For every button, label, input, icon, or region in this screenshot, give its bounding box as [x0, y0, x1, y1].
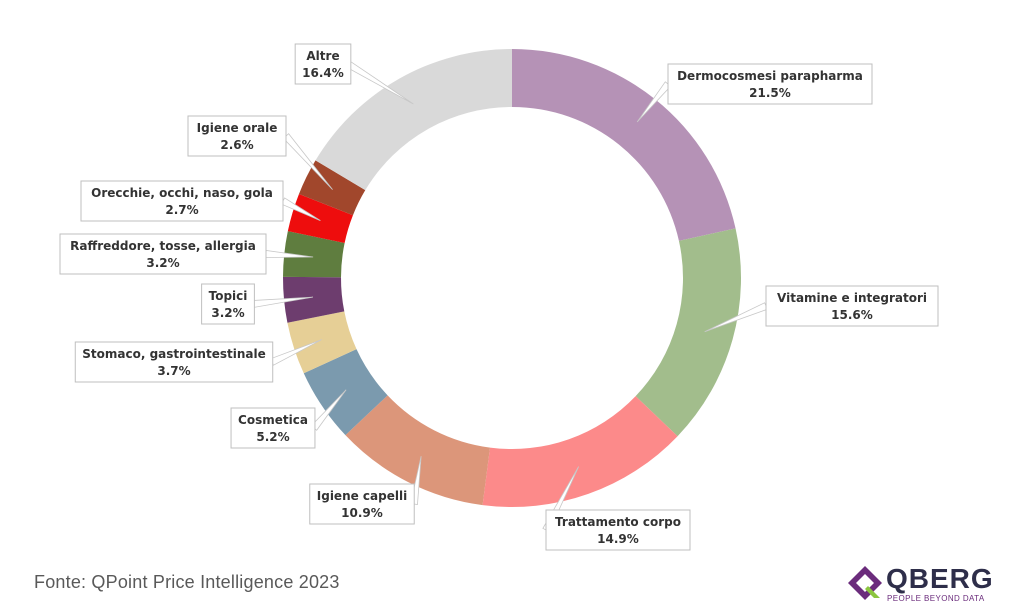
- callout-box-vitamine-e-integratori: [765, 285, 939, 327]
- slice-value-topici: 3.2%: [211, 306, 244, 320]
- slice-value-stomaco-gastrointestinale: 3.7%: [157, 364, 190, 378]
- logo-wordmark: QBERG: [886, 563, 994, 594]
- donut-chart: Dermocosmesi parapharma 21.5% Vitamine e i…: [59, 43, 939, 551]
- callout-box-cosmetica: [230, 407, 316, 449]
- callout-box-topici: [201, 283, 255, 325]
- callout-box-altre: [294, 43, 352, 85]
- slice-label-orecchie-occhi-naso-gola: Orecchie, occhi, naso, gola: [91, 186, 273, 200]
- slice-value-vitamine-e-integratori: 15.6%: [831, 308, 873, 322]
- slice-label-altre: Altre: [306, 49, 339, 63]
- slice-value-trattamento-corpo: 14.9%: [597, 532, 639, 546]
- slice-topici: [283, 276, 345, 323]
- qberg-logo-icon: [848, 566, 882, 600]
- source-note: Fonte: QPoint Price Intelligence 2023: [34, 572, 340, 592]
- slice-igiene-capelli: [345, 395, 491, 506]
- callout-box-stomaco-gastrointestinale: [74, 341, 274, 383]
- slice-stomaco-gastrointestinale: [287, 311, 357, 374]
- slice-vitamine-e-integratori: [635, 228, 742, 437]
- slice-value-cosmetica: 5.2%: [256, 430, 289, 444]
- slice-label-igiene-capelli: Igiene capelli: [317, 489, 407, 503]
- logo-tagline: PEOPLE BEYOND DATA: [887, 594, 985, 603]
- slice-value-raffreddore-tosse-allergia: 3.2%: [146, 256, 179, 270]
- slice-value-orecchie-occhi-naso-gola: 2.7%: [165, 203, 198, 217]
- slice-labels: Dermocosmesi parapharma 21.5% Vitamine e i…: [59, 43, 939, 551]
- slice-label-igiene-orale: Igiene orale: [197, 121, 278, 135]
- callout-box-orecchie-occhi-naso-gola: [80, 180, 284, 222]
- slice-label-raffreddore-tosse-allergia: Raffreddore, tosse, allergia: [70, 239, 256, 253]
- slice-orecchie-occhi-naso-gola: [287, 193, 353, 244]
- qberg-logo: QBERG PEOPLE BEYOND DATA: [842, 562, 1002, 606]
- callout-box-igiene-orale: [187, 115, 287, 157]
- slice-label-dermocosmesi-parapharma: Dermocosmesi parapharma: [677, 69, 863, 83]
- slice-value-altre: 16.4%: [302, 66, 344, 80]
- slice-label-topici: Topici: [209, 289, 248, 303]
- slice-trattamento-corpo: [482, 396, 678, 507]
- slice-altre: [315, 49, 512, 191]
- slice-label-trattamento-corpo: Trattamento corpo: [555, 515, 681, 529]
- slice-cosmetica: [303, 349, 388, 436]
- slice-label-stomaco-gastrointestinale: Stomaco, gastrointestinale: [82, 347, 265, 361]
- callout-box-igiene-capelli: [309, 483, 415, 525]
- slice-value-igiene-orale: 2.6%: [220, 138, 253, 152]
- slice-value-dermocosmesi-parapharma: 21.5%: [749, 86, 791, 100]
- donut-slices: [283, 49, 742, 507]
- slice-igiene-orale: [298, 160, 366, 216]
- slice-label-vitamine-e-integratori: Vitamine e integratori: [777, 291, 927, 305]
- slice-value-igiene-capelli: 10.9%: [341, 506, 383, 520]
- slice-label-cosmetica: Cosmetica: [238, 413, 308, 427]
- slice-dermocosmesi-parapharma: [512, 49, 736, 241]
- slice-raffreddore-tosse-allergia: [283, 231, 345, 278]
- callout-box-trattamento-corpo: [545, 509, 691, 551]
- callout-box-dermocosmesi-parapharma: [667, 63, 873, 105]
- callout-box-raffreddore-tosse-allergia: [59, 233, 267, 275]
